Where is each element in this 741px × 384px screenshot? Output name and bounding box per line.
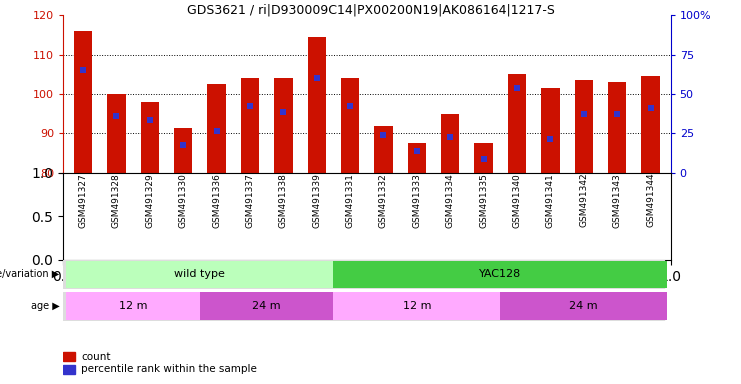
Point: [578, 111, 590, 117]
Bar: [333, 293, 500, 320]
Point: [277, 109, 289, 115]
Bar: [63, 352, 75, 361]
Bar: [174, 127, 193, 173]
Point: [210, 128, 222, 134]
Point: [411, 148, 423, 154]
Bar: [541, 88, 559, 173]
Bar: [63, 365, 75, 374]
Text: 12 m: 12 m: [119, 301, 147, 311]
Text: 24 m: 24 m: [570, 301, 598, 311]
Bar: [608, 82, 626, 173]
Text: wild type: wild type: [174, 269, 225, 280]
Point: [645, 105, 657, 111]
Text: GSM491338: GSM491338: [279, 173, 288, 228]
Bar: [500, 293, 667, 320]
Bar: [74, 31, 92, 173]
Text: GSM491343: GSM491343: [613, 173, 622, 228]
Text: GSM491329: GSM491329: [145, 173, 154, 228]
Point: [378, 132, 390, 139]
Bar: [107, 94, 125, 173]
Point: [244, 103, 256, 109]
Text: GSM491332: GSM491332: [379, 173, 388, 228]
Text: GSM491334: GSM491334: [446, 173, 455, 228]
Bar: [207, 84, 226, 173]
Point: [545, 136, 556, 142]
Text: 12 m: 12 m: [402, 301, 431, 311]
Bar: [474, 143, 493, 173]
Bar: [642, 76, 659, 173]
Bar: [341, 78, 359, 173]
Point: [445, 134, 456, 141]
Text: count: count: [82, 352, 111, 362]
Text: GSM491339: GSM491339: [312, 173, 321, 228]
Bar: [274, 78, 293, 173]
Point: [144, 117, 156, 123]
Point: [110, 113, 122, 119]
Text: GSM491342: GSM491342: [579, 173, 588, 227]
Text: age ▶: age ▶: [30, 301, 59, 311]
Point: [310, 75, 322, 81]
Text: genotype/variation ▶: genotype/variation ▶: [0, 269, 59, 280]
Text: YAC128: YAC128: [479, 269, 522, 280]
Point: [77, 67, 89, 73]
Text: GSM491335: GSM491335: [479, 173, 488, 228]
Text: GSM491336: GSM491336: [212, 173, 221, 228]
Point: [177, 142, 189, 148]
Text: percentile rank within the sample: percentile rank within the sample: [82, 364, 257, 374]
Text: GSM491327: GSM491327: [79, 173, 87, 228]
Point: [344, 103, 356, 109]
Point: [611, 111, 623, 117]
Point: [511, 85, 523, 91]
Text: 24 m: 24 m: [253, 301, 281, 311]
Text: GSM491328: GSM491328: [112, 173, 121, 228]
Bar: [67, 293, 200, 320]
Bar: [200, 293, 333, 320]
Bar: [308, 37, 326, 173]
Bar: [141, 102, 159, 173]
Text: GSM491337: GSM491337: [245, 173, 254, 228]
Bar: [241, 78, 259, 173]
Bar: [574, 80, 593, 173]
Text: GSM491333: GSM491333: [413, 173, 422, 228]
Text: GDS3621 / ri|D930009C14|PX00200N19|AK086164|1217-S: GDS3621 / ri|D930009C14|PX00200N19|AK086…: [187, 4, 554, 17]
Bar: [408, 143, 426, 173]
Bar: [374, 126, 393, 173]
Bar: [441, 114, 459, 173]
Bar: [67, 260, 333, 288]
Text: GSM491341: GSM491341: [546, 173, 555, 228]
Point: [478, 156, 490, 162]
Text: GSM491330: GSM491330: [179, 173, 187, 228]
Bar: [508, 74, 526, 173]
Text: GSM491344: GSM491344: [646, 173, 655, 227]
Text: GSM491340: GSM491340: [513, 173, 522, 228]
Bar: [333, 260, 667, 288]
Text: GSM491331: GSM491331: [345, 173, 355, 228]
